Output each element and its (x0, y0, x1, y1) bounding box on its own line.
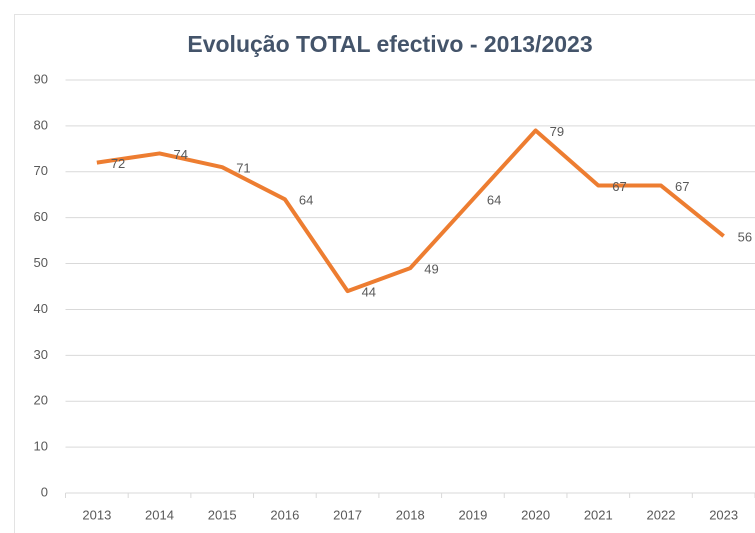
y-tick-label: 30 (34, 347, 48, 362)
data-label: 67 (612, 179, 626, 194)
data-label: 44 (362, 285, 376, 300)
data-label: 49 (424, 262, 438, 277)
y-tick-label: 80 (34, 117, 48, 132)
y-tick-label: 0 (41, 484, 48, 499)
x-tick-label: 2013 (82, 507, 111, 522)
data-label: 71 (236, 161, 250, 176)
data-label: 64 (299, 193, 313, 208)
data-label: 79 (550, 124, 564, 139)
x-tick-label: 2015 (208, 507, 237, 522)
y-tick-label: 60 (34, 209, 48, 224)
x-tick-label: 2020 (521, 507, 550, 522)
x-tick-label: 2021 (584, 507, 613, 522)
data-label: 74 (174, 147, 188, 162)
line-series (96, 128, 725, 294)
y-tick-label: 20 (34, 393, 48, 408)
y-tick-label: 70 (34, 163, 48, 178)
x-tick-label: 2018 (396, 507, 425, 522)
y-tick-label: 40 (34, 301, 48, 316)
x-tick-label: 2014 (145, 507, 174, 522)
data-label: 72 (111, 156, 125, 171)
data-label: 64 (487, 193, 501, 208)
data-label: 67 (675, 179, 689, 194)
y-tick-label: 50 (34, 255, 48, 270)
y-tick-label: 10 (34, 439, 48, 454)
chart-title: Evolução TOTAL efectivo - 2013/2023 (187, 31, 592, 57)
x-tick-label: 2017 (333, 507, 362, 522)
x-tick-label: 2023 (709, 507, 738, 522)
x-tick-label: 2019 (458, 507, 487, 522)
x-tick-label: 2016 (270, 507, 299, 522)
chart-frame (14, 14, 755, 533)
x-tick-label: 2022 (647, 507, 676, 522)
y-tick-label: 90 (34, 71, 48, 86)
data-label: 56 (738, 229, 752, 244)
